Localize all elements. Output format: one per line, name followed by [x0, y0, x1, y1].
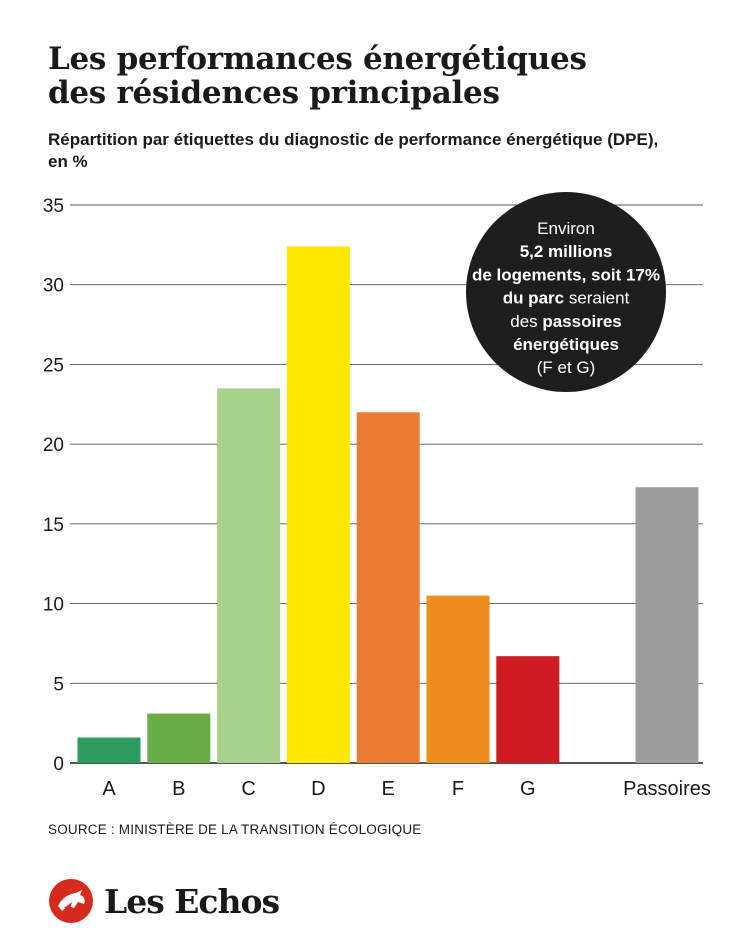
chart-title-line-2: des résidences principales	[48, 75, 500, 111]
rooster-icon	[49, 879, 93, 923]
bar-f	[426, 595, 490, 763]
source-note: SOURCE : MINISTÈRE DE LA TRANSITION ÉCOL…	[48, 822, 422, 837]
chart-title: Les performances énergétiques des réside…	[48, 42, 708, 110]
bar-b	[147, 713, 211, 763]
y-axis-ticks: 0 5 10 15 20 25 30 35	[43, 196, 64, 775]
y-tick-label: 0	[53, 754, 64, 775]
bar-c	[217, 388, 281, 763]
annotation-line: de logements, soit 17%	[472, 265, 660, 284]
chart-title-line-1: Les performances énergétiques	[48, 41, 587, 77]
logo-wordmark: Les Echos	[104, 881, 280, 921]
annotation-line: énergétiques	[513, 335, 619, 354]
x-tick-label: C	[241, 778, 255, 800]
bar-passoires	[635, 487, 699, 763]
annotation-line: du parc seraient	[503, 289, 630, 308]
y-tick-label: 10	[43, 595, 64, 616]
bars	[77, 246, 699, 764]
y-tick-label: 5	[53, 674, 64, 695]
annotation-line: Environ	[537, 219, 595, 238]
x-tick-label: B	[172, 778, 185, 800]
annotation-circle	[466, 192, 666, 392]
chart-subtitle: Répartition par étiquettes du diagnostic…	[48, 129, 718, 173]
bar-d	[286, 246, 350, 764]
x-tick-label: D	[311, 778, 325, 800]
x-tick-label: F	[452, 778, 464, 800]
annotation-line: 5,2 millions	[520, 242, 613, 261]
y-tick-label: 30	[43, 276, 64, 297]
bar-g	[496, 656, 560, 763]
x-tick-label: E	[382, 778, 395, 800]
x-tick-label: Passoires	[623, 778, 711, 800]
annotation-bubble: Environ 5,2 millions de logements, soit 17…	[466, 192, 666, 392]
x-tick-label: A	[102, 778, 116, 800]
les-echos-logo: Les Echos	[48, 876, 280, 926]
bar-e	[356, 412, 420, 763]
y-tick-label: 20	[43, 435, 64, 456]
chart-subtitle-line-2: en %	[48, 152, 88, 171]
x-tick-label: G	[520, 778, 536, 800]
annotation-line: (F et G)	[537, 358, 596, 377]
y-tick-label: 25	[43, 355, 64, 376]
bar-a	[77, 737, 141, 763]
chart-subtitle-line-1: Répartition par étiquettes du diagnostic…	[48, 130, 659, 149]
annotation-line: des passoires	[510, 312, 622, 331]
x-axis-ticks: A B C D E F G Passoires	[102, 778, 711, 800]
y-tick-label: 15	[43, 515, 64, 536]
y-tick-label: 35	[43, 196, 64, 217]
